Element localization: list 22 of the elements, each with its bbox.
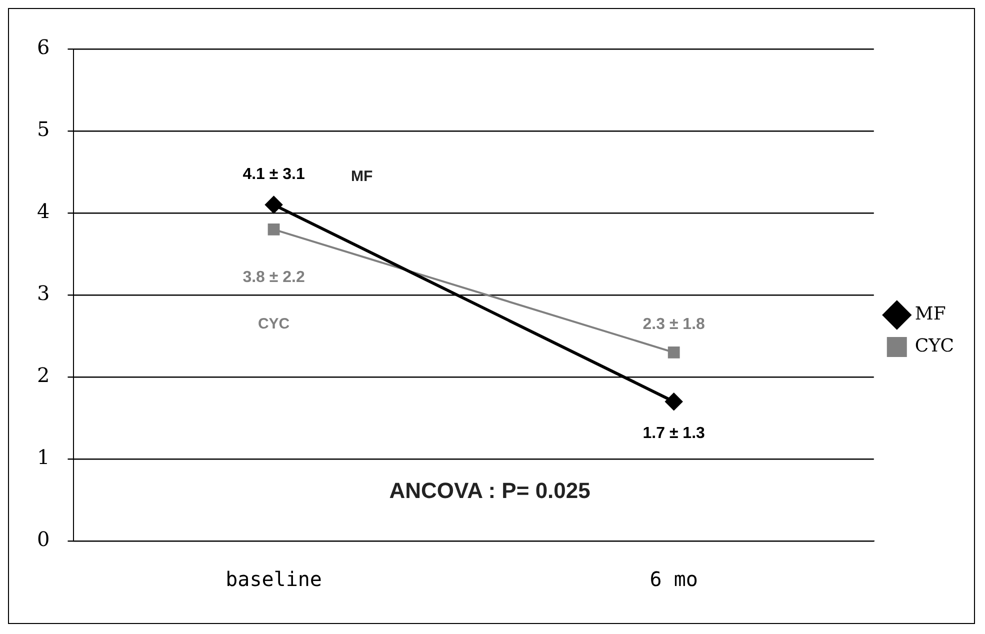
data-label: 3.8 ± 2.2: [242, 268, 305, 286]
y-tick-label: 2: [36, 363, 50, 388]
legend-label: CYC: [914, 336, 954, 357]
point: [665, 393, 682, 410]
y-tick-label: 3: [36, 281, 50, 306]
data-label: 1.7 ± 1.3: [642, 425, 706, 442]
annotation: MF: [350, 168, 373, 186]
x-tick-label: baseline: [226, 567, 322, 592]
y-tick-label: 5: [36, 117, 50, 142]
point: [265, 196, 282, 214]
point: [268, 223, 280, 236]
data-label: 4.1 ± 3.1: [242, 166, 305, 184]
x-tick-label: 6 mo: [650, 567, 698, 592]
point: [668, 346, 680, 358]
y-tick-label: 0: [36, 527, 50, 552]
y-tick-label: 1: [36, 445, 50, 470]
legend-label: MF: [914, 304, 946, 325]
y-tick-label: 4: [36, 199, 50, 224]
y-tick-label: 6: [36, 35, 50, 60]
data-label: 2.3 ± 1.8: [642, 316, 706, 333]
annotation: ANCOVA : P= 0.025: [389, 478, 590, 503]
annotation: CYC: [258, 316, 290, 333]
